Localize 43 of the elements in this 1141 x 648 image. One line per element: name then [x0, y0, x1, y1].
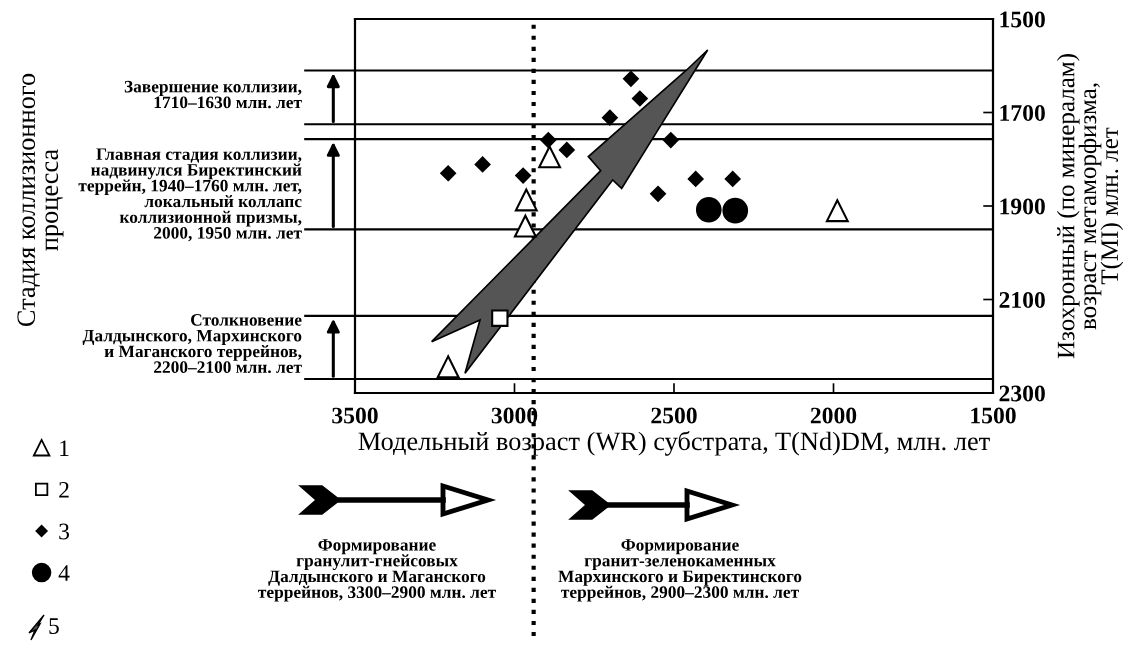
x-tick-label: 3000 [491, 407, 538, 424]
point [474, 156, 491, 173]
point [662, 132, 679, 148]
y-tick-label: 2100 [999, 291, 1045, 308]
x-tick-label: 2000 [810, 407, 857, 424]
point [695, 196, 722, 223]
point [724, 170, 741, 187]
y-tick-label: 1500 [1000, 11, 1045, 28]
point [513, 214, 537, 238]
point [514, 188, 538, 212]
point [515, 167, 532, 184]
point [601, 109, 618, 126]
point [538, 145, 562, 169]
legend-label: 2 [59, 481, 69, 498]
text: Столкновение Далдынского, Мархинского и Маганского террейнов, 2200–2100 млн. лет [82, 314, 302, 374]
point [436, 355, 460, 379]
legend-label: 4 [58, 565, 70, 581]
x-axis-title: Модельный возраст (WR) субстрата, T(Nd)DM, млн. лет [358, 431, 990, 456]
point [722, 197, 749, 224]
y-axis-title: Изохронный (по минералам) возраст метаморфизма, T(MI) млн. лет [1056, 54, 1124, 359]
legend-label: 1 [60, 440, 69, 456]
text: Формирование гранит-зеленокаменных Мархинского и Биректинского террейнов, 2900–2300 млн. лет [558, 539, 802, 602]
point [631, 90, 648, 107]
point [687, 170, 704, 187]
point [558, 141, 575, 158]
x-tick-label: 1500 [971, 407, 1016, 424]
point [650, 185, 666, 202]
point [440, 165, 457, 182]
y-tick-label: 1700 [1000, 104, 1045, 121]
y-tick-label: 2300 [999, 385, 1045, 402]
y-tick-label: 1900 [1000, 198, 1045, 215]
point [540, 132, 557, 148]
point [491, 309, 509, 327]
point [623, 70, 639, 87]
text: Стадия коллизионного процесса [17, 73, 64, 327]
x-tick-label: 2500 [651, 407, 697, 424]
point [825, 199, 849, 223]
text: Завершение коллизии, 1710–1630 млн. лет [124, 80, 302, 109]
x-tick-label: 3500 [332, 407, 378, 424]
text: Главная стадия коллизии, надвинулся Биректинский террейн, 1940–1760 млн. лет, локальный коллапс коллизионной призмы, 2000, 1950 млн. лет [78, 148, 302, 242]
text: 5 [49, 618, 59, 634]
legend-label: 3 [59, 523, 70, 540]
text: Формирование гранулит-гнейсовых Далдынского и Маганского террейнов, 3300–2900 млн. лет [258, 539, 496, 602]
